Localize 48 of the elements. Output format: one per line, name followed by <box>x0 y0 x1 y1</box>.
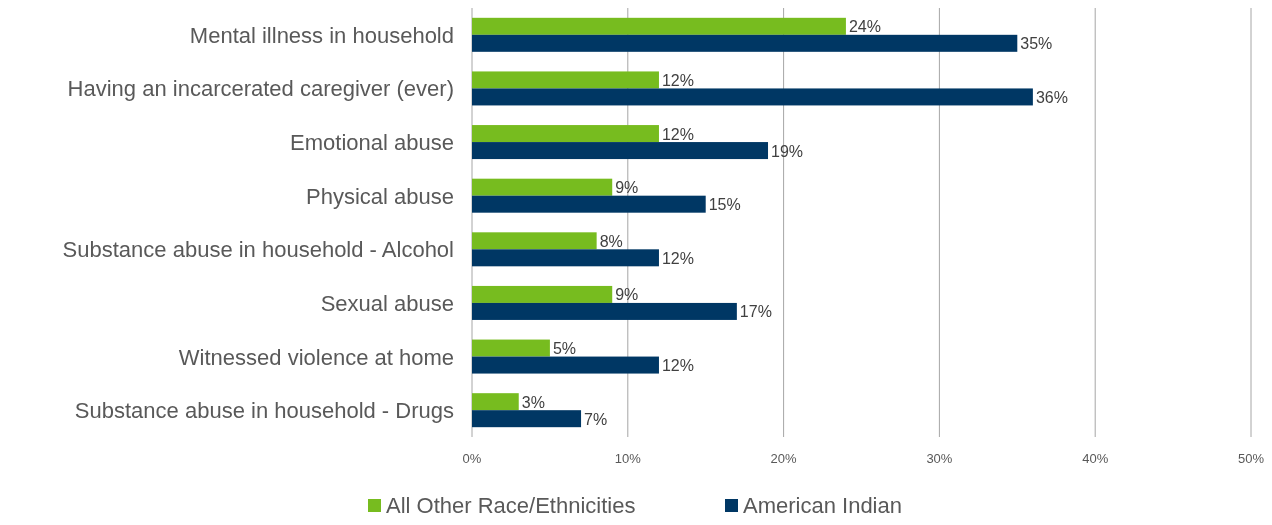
data-label: 7% <box>584 410 608 428</box>
bar <box>472 356 659 374</box>
legend-label: All Other Race/Ethnicities <box>386 493 636 518</box>
bar <box>472 195 706 213</box>
data-label: 12% <box>661 71 694 89</box>
bar <box>472 232 597 250</box>
y-tick-label: Mental illness in household <box>189 22 454 48</box>
y-tick-label: Having an incarcerated caregiver (ever) <box>67 76 454 102</box>
x-tick-label: 20% <box>770 451 798 466</box>
bar <box>472 125 659 143</box>
data-label: 36% <box>1035 88 1068 106</box>
x-tick-label: 50% <box>1237 451 1265 466</box>
bar <box>472 339 550 357</box>
data-label: 24% <box>848 18 881 36</box>
data-label: 5% <box>552 340 577 358</box>
x-tick-label: 40% <box>1082 451 1109 466</box>
data-label: 19% <box>771 142 804 160</box>
x-tick-label: 0% <box>462 451 482 466</box>
y-tick-label: Physical abuse <box>306 183 454 209</box>
data-label: 3% <box>521 393 545 411</box>
bar <box>472 88 1033 106</box>
bar <box>472 393 519 411</box>
legend-label: American Indian <box>743 493 902 518</box>
data-label: 35% <box>1020 35 1053 53</box>
y-tick-label: Emotional abuse <box>290 130 454 156</box>
y-tick-label: Sexual abuse <box>320 290 454 316</box>
y-tick-label: Substance abuse in household - Alcohol <box>62 237 454 263</box>
x-tick-label: 30% <box>926 451 953 466</box>
data-label: 9% <box>615 179 639 197</box>
bar <box>472 410 582 428</box>
y-tick-label: Substance abuse in household - Drugs <box>74 398 454 424</box>
data-label: 12% <box>661 357 694 375</box>
bar <box>472 302 737 320</box>
data-label: 17% <box>739 303 772 321</box>
data-label: 15% <box>708 196 741 214</box>
data-label: 12% <box>661 249 694 267</box>
data-label: 9% <box>615 286 639 304</box>
data-label: 12% <box>661 125 694 143</box>
bar <box>472 71 659 89</box>
bar <box>472 178 613 196</box>
bar <box>472 249 659 267</box>
bar <box>472 142 769 160</box>
bar <box>472 285 613 303</box>
bar <box>472 17 846 35</box>
bar <box>472 34 1018 52</box>
y-tick-label: Witnessed violence at home <box>178 344 454 370</box>
data-label: 8% <box>599 232 623 250</box>
x-tick-label: 10% <box>614 451 642 466</box>
